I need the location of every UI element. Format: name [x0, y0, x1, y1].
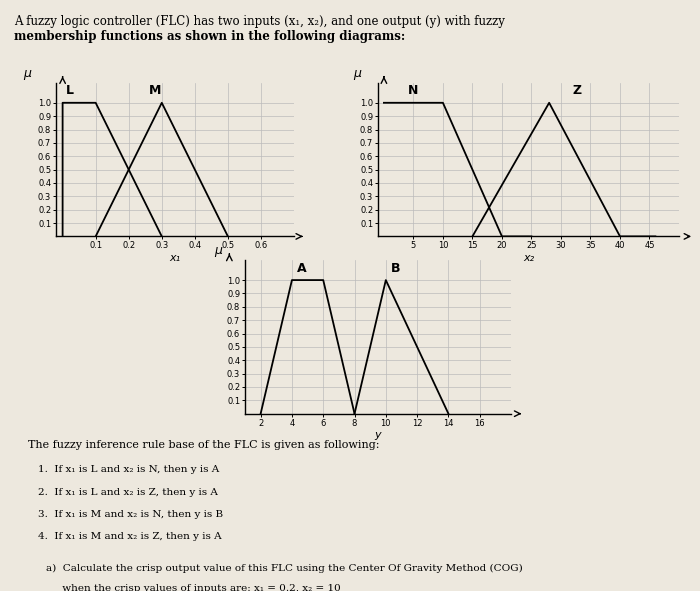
- Text: when the crisp values of inputs are: x₁ = 0.2, x₂ = 10: when the crisp values of inputs are: x₁ …: [46, 584, 340, 591]
- Text: Z: Z: [573, 85, 582, 98]
- Text: membership functions as shown in the following diagrams:: membership functions as shown in the fol…: [14, 30, 405, 43]
- Text: 4.  If x₁ is M and x₂ is Z, then y is A: 4. If x₁ is M and x₂ is Z, then y is A: [38, 532, 222, 541]
- X-axis label: y: y: [374, 430, 382, 440]
- Text: A: A: [297, 262, 307, 275]
- Text: The fuzzy inference rule base of the FLC is given as following:: The fuzzy inference rule base of the FLC…: [28, 440, 379, 450]
- Y-axis label: μ: μ: [23, 67, 32, 80]
- X-axis label: x₁: x₁: [169, 253, 181, 263]
- Text: a)  Calculate the crisp output value of this FLC using the Center Of Gravity Met: a) Calculate the crisp output value of t…: [46, 564, 522, 573]
- Y-axis label: μ: μ: [214, 244, 223, 257]
- Text: M: M: [148, 85, 161, 98]
- Y-axis label: μ: μ: [353, 67, 361, 80]
- Text: N: N: [407, 85, 418, 98]
- X-axis label: x₂: x₂: [523, 253, 534, 263]
- Text: 3.  If x₁ is M and x₂ is N, then y is B: 3. If x₁ is M and x₂ is N, then y is B: [38, 510, 223, 519]
- Text: 2.  If x₁ is L and x₂ is Z, then y is A: 2. If x₁ is L and x₂ is Z, then y is A: [38, 488, 218, 496]
- Text: L: L: [66, 85, 74, 98]
- Text: A fuzzy logic controller (FLC) has two inputs (x₁, x₂), and one output (y) with : A fuzzy logic controller (FLC) has two i…: [14, 15, 505, 28]
- Text: 1.  If x₁ is L and x₂ is N, then y is A: 1. If x₁ is L and x₂ is N, then y is A: [38, 465, 220, 474]
- Text: B: B: [391, 262, 400, 275]
